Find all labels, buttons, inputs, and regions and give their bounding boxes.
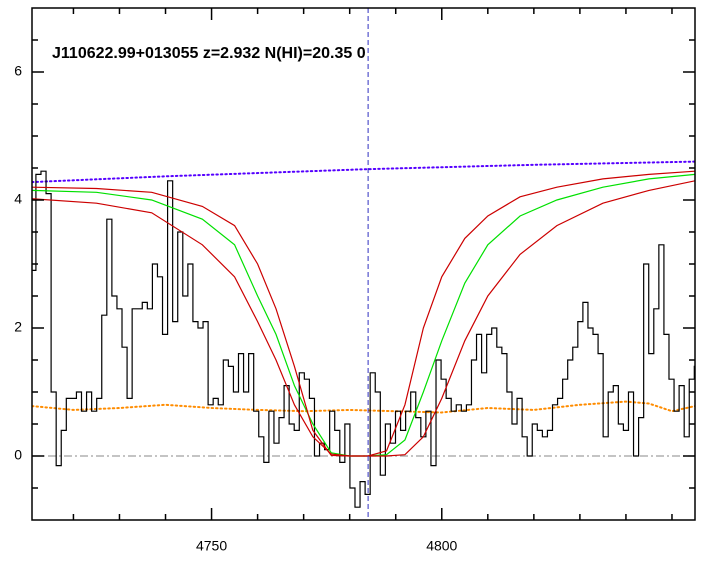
data-line: [32, 170, 695, 508]
x-tick-label: 4750: [196, 538, 227, 554]
data-line: [32, 400, 695, 414]
annotation: J110622.99+013055 z=2.932 N(HI)=20.35 0: [52, 45, 366, 62]
plot-frame: [31, 7, 696, 521]
data-line: [32, 173, 695, 457]
x-tick-label: 4800: [426, 538, 457, 554]
y-tick-label: 0: [14, 447, 22, 463]
data-line: [32, 170, 695, 457]
y-tick-label: 6: [14, 63, 22, 79]
y-tick-label: 2: [14, 319, 22, 335]
data-line: [32, 180, 695, 457]
data-line: [32, 160, 695, 184]
y-tick-label: 4: [14, 191, 22, 207]
